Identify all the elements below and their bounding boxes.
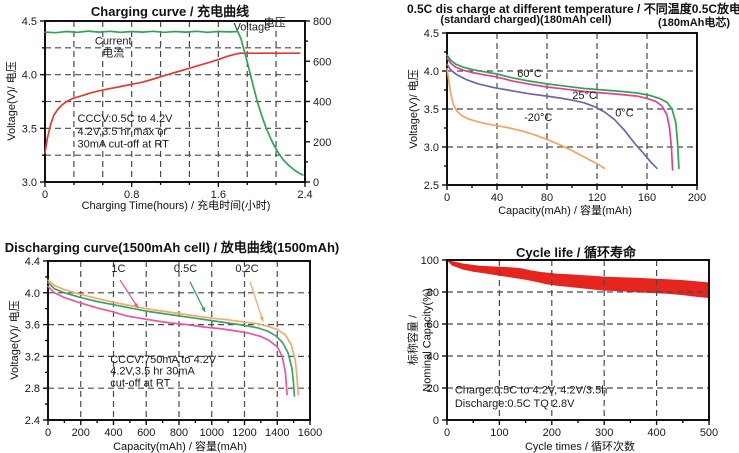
x-axis-label: Capacity(mAh) / 容量(mAh) xyxy=(498,205,632,217)
svg-text:200: 200 xyxy=(72,427,90,439)
svg-text:1.6: 1.6 xyxy=(211,189,226,201)
svg-text:1200: 1200 xyxy=(232,427,256,439)
svg-text:80: 80 xyxy=(541,192,553,204)
chart-canvas: 0 100 200 300 400 500 0 20 40 60 80 100 Charge:0.5C … xyxy=(421,255,719,439)
chart-canvas: 0 200 400 600 800 1000 1200 1400 1600 2.4 2.8 3.2 3.… xyxy=(25,256,323,439)
chart-title: Charging curve / 充电曲线 xyxy=(90,4,250,19)
svg-text:1000: 1000 xyxy=(200,427,224,439)
svg-text:2.4: 2.4 xyxy=(25,415,40,427)
chart-temperature-discharge: 0.5C dis charge at different temperature… xyxy=(369,0,739,226)
svg-text:600: 600 xyxy=(137,427,155,439)
svg-text:CCCV:750mA to 4.2V: CCCV:750mA to 4.2V xyxy=(110,354,217,366)
svg-text:4.5: 4.5 xyxy=(22,16,37,28)
svg-text:300: 300 xyxy=(595,427,613,439)
chart-cycle-life: Cycle life / 循环寿命 标称容量 / Nominal Capacit… xyxy=(369,226,739,453)
svg-text:3.6: 3.6 xyxy=(25,320,40,332)
svg-text:电流: 电流 xyxy=(102,45,124,59)
svg-text:500: 500 xyxy=(700,427,718,439)
svg-text:120: 120 xyxy=(588,192,606,204)
svg-text:800: 800 xyxy=(170,427,188,439)
svg-text:0: 0 xyxy=(313,177,319,189)
svg-text:0: 0 xyxy=(45,427,51,439)
chart-title: Cycle life / 循环寿命 xyxy=(516,245,636,260)
chart-canvas: 0 40 80 120 160 200 2.5 3.0 3.5 4.0 4.5 60°C 25°C 0°C… xyxy=(424,28,706,204)
svg-text:Current: Current xyxy=(95,36,132,48)
svg-text:4.0: 4.0 xyxy=(22,70,37,82)
svg-text:100: 100 xyxy=(490,427,508,439)
svg-text:0.5C: 0.5C xyxy=(174,263,197,275)
chart-subtitle-left: (standard charged)(180mAh cell) xyxy=(440,14,612,26)
svg-text:0: 0 xyxy=(42,189,48,201)
svg-text:400: 400 xyxy=(104,427,122,439)
svg-text:3.0: 3.0 xyxy=(424,142,439,154)
svg-text:1C: 1C xyxy=(111,263,125,275)
svg-text:3.5: 3.5 xyxy=(424,104,439,116)
chart-title: Discharging curve(1500mAh cell) / 放电曲线(1… xyxy=(4,240,340,255)
x-axis-label: Capacity(mAh) / 容量(mAh) xyxy=(113,441,247,453)
svg-text:-20°C: -20°C xyxy=(524,112,552,124)
svg-text:200: 200 xyxy=(543,427,561,439)
svg-text:25°C: 25°C xyxy=(572,90,597,102)
svg-text:200: 200 xyxy=(688,192,706,204)
svg-text:4.5: 4.5 xyxy=(424,28,439,40)
svg-text:4.2V,3.5 hr max or: 4.2V,3.5 hr max or xyxy=(78,126,168,138)
x-axis-label: Charging Time(hours) / 充电时间(小时) xyxy=(81,200,271,212)
svg-text:Voltage: Voltage xyxy=(234,22,271,34)
svg-text:600: 600 xyxy=(313,56,331,68)
svg-text:4.4: 4.4 xyxy=(25,256,40,268)
svg-text:4.2V,3.5 hr 30mA: 4.2V,3.5 hr 30mA xyxy=(110,366,195,378)
chart-discharging-curve: Discharging curve(1500mAh cell) / 放电曲线(1… xyxy=(0,226,369,453)
svg-text:0°C: 0°C xyxy=(615,108,634,120)
svg-text:Charge:0.5C to 4.2V, 4.2V/3.5h: Charge:0.5C to 4.2V, 4.2V/3.5h xyxy=(455,385,607,397)
x-axis-label: Cycle times / 循环次数 xyxy=(524,441,636,453)
svg-text:4.0: 4.0 xyxy=(25,288,40,300)
svg-text:2.8: 2.8 xyxy=(25,383,40,395)
svg-text:200: 200 xyxy=(313,137,331,149)
chart-charging-curve: Charging curve / 充电曲线 Voltage(V)/ 电压 0 0.… xyxy=(0,0,369,226)
svg-text:4.0: 4.0 xyxy=(424,66,439,78)
svg-text:2.5: 2.5 xyxy=(424,180,439,192)
svg-text:3.2: 3.2 xyxy=(25,351,40,363)
svg-text:800: 800 xyxy=(313,16,331,28)
svg-text:cut-off at RT: cut-off at RT xyxy=(110,378,170,390)
svg-text:60°C: 60°C xyxy=(517,68,542,80)
svg-text:Discharge:0.5C TQ 2.8V: Discharge:0.5C TQ 2.8V xyxy=(455,398,575,410)
svg-text:160: 160 xyxy=(638,192,656,204)
svg-text:80: 80 xyxy=(427,287,439,299)
svg-text:400: 400 xyxy=(647,427,665,439)
svg-text:40: 40 xyxy=(427,351,439,363)
chart-canvas: 0 0.8 1.6 2.4 3.0 3.5 4.0 4.5 0 200 400 600 800 Curre… xyxy=(22,16,332,201)
svg-text:电压: 电压 xyxy=(264,16,286,29)
svg-text:0: 0 xyxy=(433,415,439,427)
svg-text:3.5: 3.5 xyxy=(22,123,37,135)
svg-text:60: 60 xyxy=(427,319,439,331)
chart-title: 0.5C dis charge at different temperature… xyxy=(406,2,739,16)
svg-text:CCCV:0.5C to 4.2V: CCCV:0.5C to 4.2V xyxy=(78,113,174,125)
svg-text:0: 0 xyxy=(444,427,450,439)
svg-text:1600: 1600 xyxy=(298,427,322,439)
svg-text:30mA cut-off at RT: 30mA cut-off at RT xyxy=(78,139,170,151)
svg-text:0.2C: 0.2C xyxy=(235,263,258,275)
svg-text:20: 20 xyxy=(427,383,439,395)
svg-text:0: 0 xyxy=(444,192,450,204)
svg-text:3.0: 3.0 xyxy=(22,177,37,189)
svg-text:100: 100 xyxy=(421,255,439,267)
svg-text:1400: 1400 xyxy=(265,427,289,439)
svg-text:2.4: 2.4 xyxy=(297,189,312,201)
chart-subtitle-right: (180mAh电芯) xyxy=(657,17,731,29)
svg-text:0.8: 0.8 xyxy=(124,189,139,201)
svg-text:40: 40 xyxy=(491,192,503,204)
svg-text:400: 400 xyxy=(313,97,331,109)
